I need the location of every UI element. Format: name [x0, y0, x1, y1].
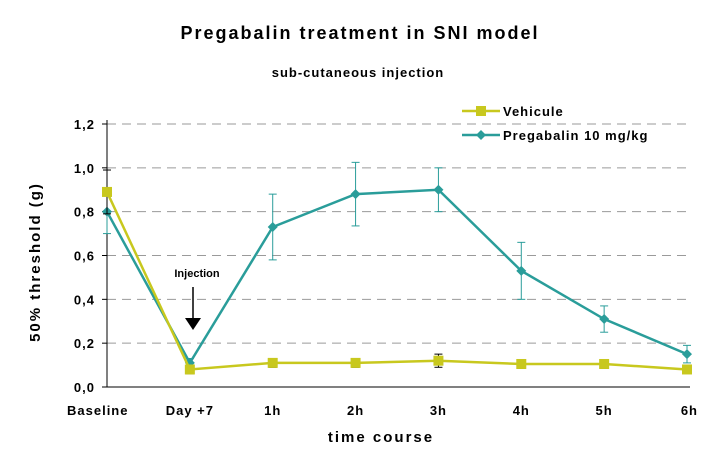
- data-point: [350, 357, 361, 368]
- x-tick-label: Day +7: [166, 403, 214, 418]
- legend-item-vehicule: Vehicule: [462, 104, 564, 119]
- series-line: [105, 191, 688, 371]
- data-point: [682, 349, 692, 360]
- injection-arrow-head: [185, 318, 201, 330]
- y-tick-label: 0,8: [74, 205, 95, 220]
- chart-subtitle: sub-cutaneous injection: [272, 65, 445, 80]
- data-point: [433, 184, 444, 195]
- gridlines: [107, 123, 690, 344]
- data-point: [267, 357, 278, 368]
- data-point: [599, 314, 610, 325]
- y-axis-title: 50% threshold (g): [27, 182, 44, 342]
- y-tick-labels: 0,0 0,2 0,4 0,6 0,8 1,0 1,2: [74, 117, 95, 395]
- data-point: [102, 186, 112, 197]
- x-tick-labels: Baseline Day +7 1h 2h 3h 4h 5h 6h: [67, 403, 698, 418]
- data-point: [267, 222, 278, 233]
- x-tick-label: 3h: [430, 403, 447, 418]
- data-point: [433, 355, 444, 366]
- data-point: [516, 358, 527, 369]
- legend-label-vehicule: Vehicule: [503, 104, 564, 119]
- data-point: [350, 189, 361, 200]
- series-vehicule: [102, 169, 692, 375]
- axes: [102, 120, 690, 388]
- y-tick-label: 0,0: [74, 380, 95, 395]
- x-tick-label: 6h: [681, 403, 698, 418]
- y-tick-label: 0,6: [74, 249, 95, 264]
- legend-item-pregabalin: Pregabalin 10 mg/kg: [462, 128, 648, 143]
- x-tick-label: 5h: [596, 403, 613, 418]
- injection-label: Injection: [174, 268, 220, 280]
- y-tick-label: 0,4: [74, 292, 95, 307]
- x-tick-label: 4h: [513, 403, 530, 418]
- series-line: [105, 188, 688, 366]
- x-tick-label: Baseline: [67, 403, 128, 418]
- legend-label-pregabalin: Pregabalin 10 mg/kg: [503, 128, 648, 143]
- x-tick-label: 1h: [264, 403, 281, 418]
- data-point: [682, 364, 692, 375]
- data-point: [184, 364, 195, 375]
- legend-marker-pregabalin: [476, 130, 486, 140]
- data-point: [516, 265, 527, 276]
- y-tick-label: 1,2: [74, 117, 95, 132]
- y-tick-label: 0,2: [74, 336, 95, 351]
- series: [102, 161, 692, 375]
- x-tick-label: 2h: [347, 403, 364, 418]
- chart-title: Pregabalin treatment in SNI model: [180, 23, 539, 43]
- legend: Vehicule Pregabalin 10 mg/kg: [462, 104, 648, 143]
- injection-annotation: Injection: [174, 268, 220, 330]
- x-axis-title: time course: [328, 429, 434, 446]
- legend-marker-vehicule: [476, 106, 486, 116]
- series-pregabalin: [102, 161, 692, 368]
- data-point: [599, 358, 610, 369]
- y-tick-label: 1,0: [74, 161, 95, 176]
